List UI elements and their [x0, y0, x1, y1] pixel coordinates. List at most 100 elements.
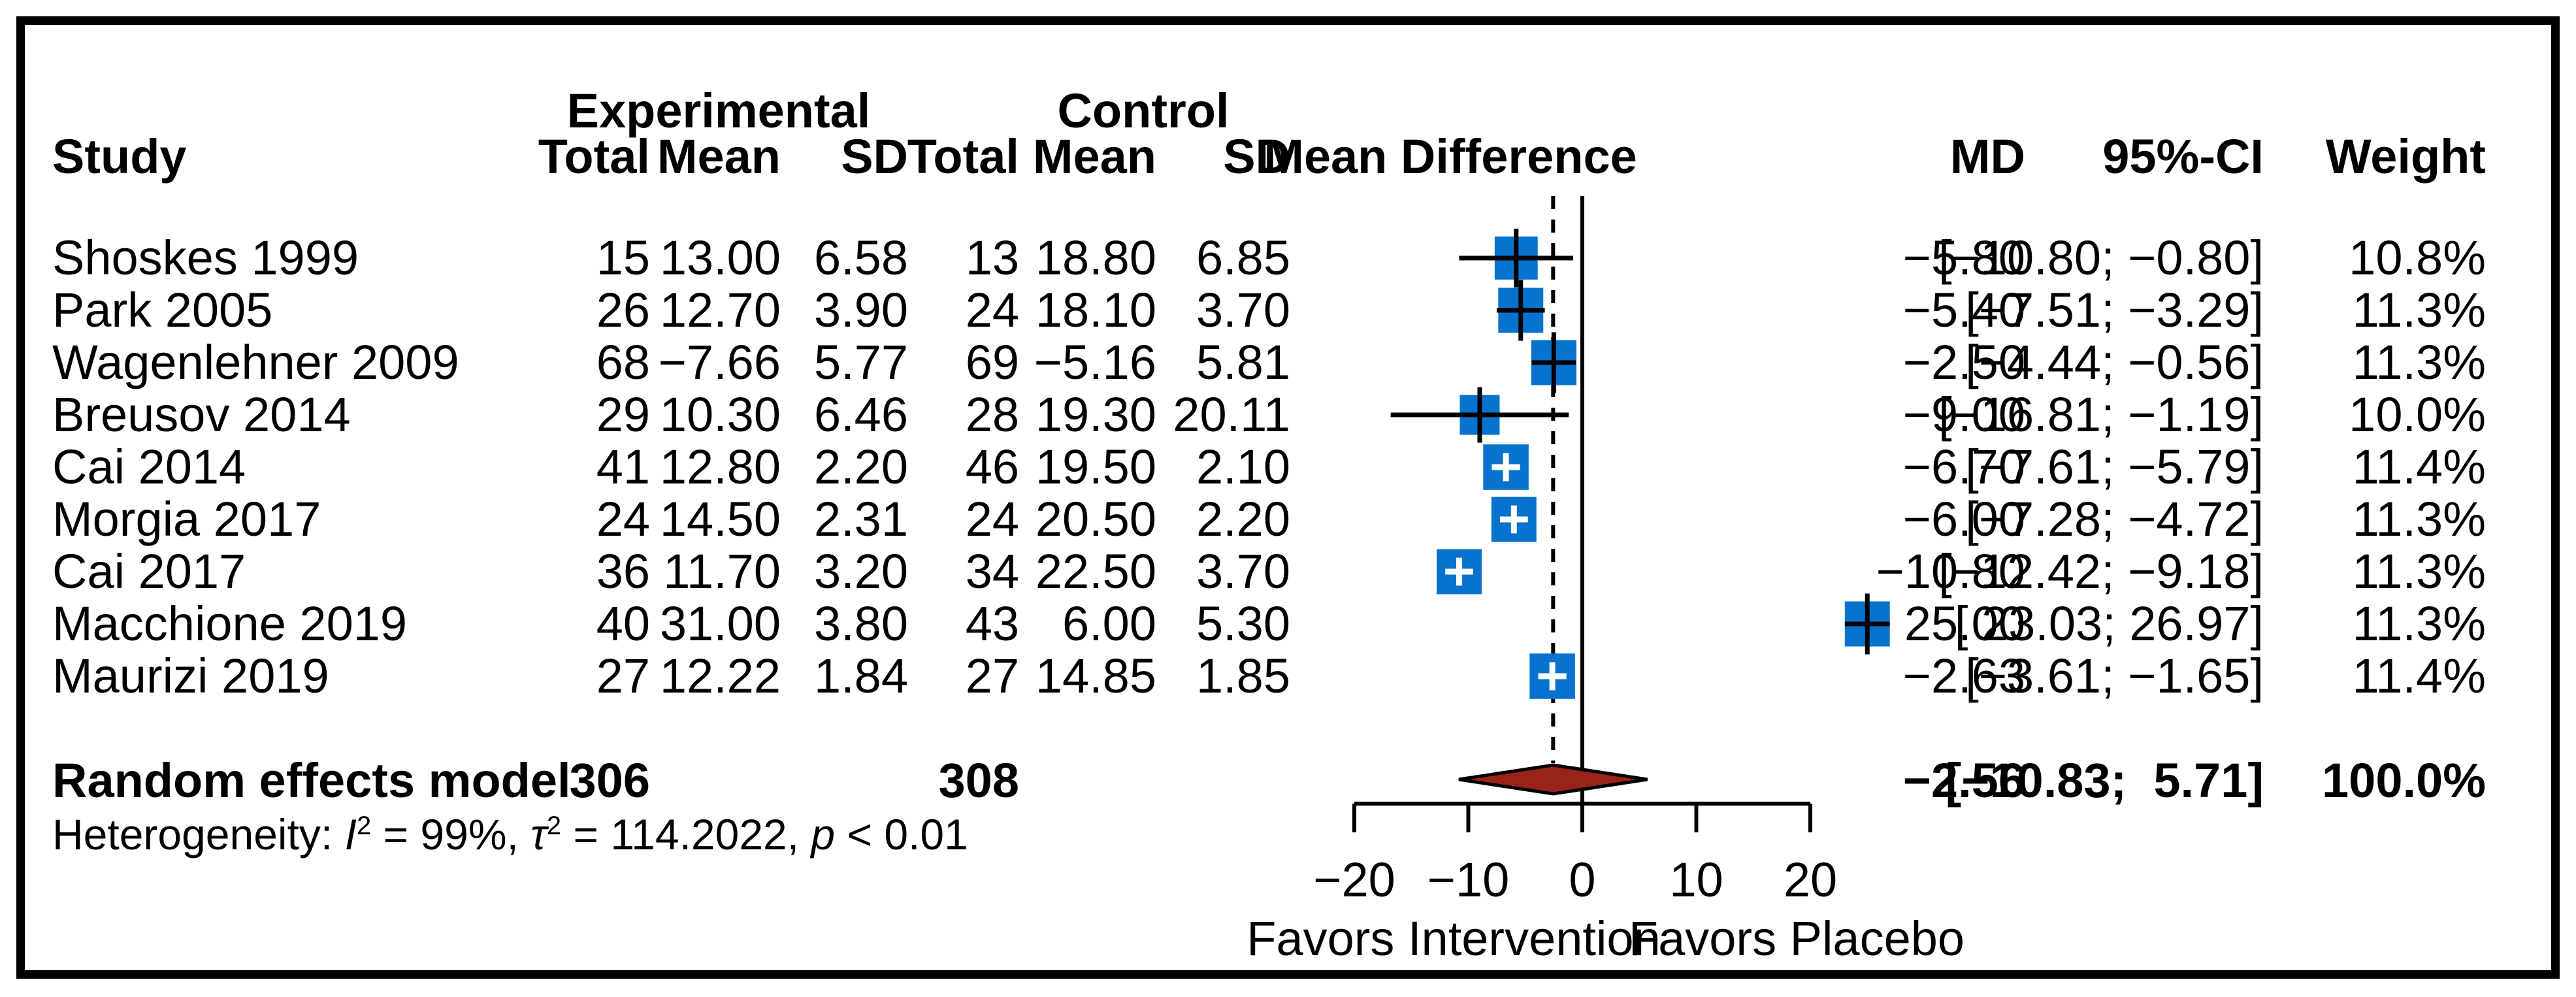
md-cell: −2.50	[1902, 335, 2025, 389]
exp-mean-cell: 10.30	[659, 387, 781, 442]
favors-intervention-label: Favors Intervention	[1247, 911, 1660, 966]
exp-mean-cell: 12.70	[659, 283, 781, 337]
header-ctl-total: Total	[907, 129, 1019, 184]
header-exp-mean: Mean	[657, 129, 781, 184]
pooled-label: Random effects model	[52, 753, 571, 808]
ctl-total-cell: 43	[965, 597, 1019, 651]
ci-cell: [−3.61; −1.65]	[1965, 649, 2264, 703]
ctl-mean-cell: 20.50	[1035, 492, 1156, 546]
superscript: 2	[546, 811, 562, 840]
header-exp-sd: SD	[841, 129, 908, 184]
exp-mean-cell: 12.22	[659, 649, 781, 703]
weight-cell: 11.3%	[2352, 335, 2486, 389]
exp-sd-cell: 6.46	[813, 387, 908, 442]
favors-placebo-label: Favors Placebo	[1629, 911, 1965, 966]
weight-cell: 11.3%	[2352, 597, 2486, 651]
md-cell: −2.63	[1902, 649, 2025, 703]
ctl-sd-cell: 1.85	[1196, 649, 1290, 703]
weight-cell: 11.3%	[2352, 544, 2486, 598]
exp-total-cell: 306	[569, 753, 650, 808]
weight-cell: 11.4%	[2352, 649, 2486, 703]
ctl-total-cell: 28	[965, 387, 1019, 442]
ci-cell: [−7.51; −3.29]	[1965, 283, 2264, 337]
ctl-total-cell: 34	[965, 544, 1019, 598]
ci-cell: [−4.44; −0.56]	[1965, 335, 2264, 389]
ctl-sd-cell: 5.30	[1196, 597, 1290, 651]
md-cell: −5.40	[1902, 283, 2025, 337]
md-cell: −6.70	[1902, 440, 2025, 494]
ctl-total-cell: 27	[965, 649, 1019, 703]
ctl-total-cell: 46	[965, 440, 1019, 494]
weight-cell: 10.0%	[2349, 387, 2486, 442]
ci-cell: [−7.28; −4.72]	[1965, 492, 2264, 546]
ctl-total-cell: 69	[965, 335, 1019, 389]
ctl-total-cell: 308	[938, 753, 1019, 808]
axis-tick-label: 10	[1669, 853, 1723, 907]
ci-cell: [ 23.03; 26.97]	[1954, 597, 2264, 651]
heterogeneity-text: τ	[530, 810, 547, 858]
header-ctl-mean: Mean	[1032, 129, 1156, 184]
ci-cell: [−12.42; −9.18]	[1938, 544, 2264, 598]
ctl-mean-cell: 19.50	[1035, 440, 1156, 494]
study-name: Cai 2014	[52, 440, 246, 494]
exp-total-cell: 27	[596, 649, 650, 703]
header-exp-total: Total	[538, 129, 650, 184]
ctl-mean-cell: 14.85	[1035, 649, 1156, 703]
frame-border	[16, 16, 2560, 979]
study-name: Park 2005	[52, 283, 273, 337]
ctl-mean-cell: 18.10	[1035, 283, 1156, 337]
exp-total-cell: 68	[596, 335, 650, 389]
exp-total-cell: 41	[596, 440, 650, 494]
ctl-mean-cell: 18.80	[1035, 231, 1156, 285]
ctl-sd-cell: 6.85	[1196, 231, 1290, 285]
heterogeneity-text: < 0.01	[835, 810, 968, 858]
heterogeneity-text: = 114.2022,	[561, 810, 811, 858]
ctl-sd-cell: 2.10	[1196, 440, 1290, 494]
ctl-mean-cell: 6.00	[1062, 597, 1156, 651]
heterogeneity-text: p	[811, 810, 836, 858]
study-name: Breusov 2014	[52, 387, 351, 442]
exp-total-cell: 26	[596, 283, 650, 337]
ctl-total-cell: 13	[965, 231, 1019, 285]
md-cell: −9.00	[1902, 387, 2025, 442]
ctl-sd-cell: 3.70	[1196, 283, 1290, 337]
ci-cell: [−10.80; −0.80]	[1938, 231, 2264, 285]
header-group-experimental: Experimental	[566, 84, 871, 138]
exp-sd-cell: 5.77	[813, 335, 908, 389]
exp-total-cell: 36	[596, 544, 650, 598]
exp-sd-cell: 2.31	[813, 492, 908, 546]
heterogeneity-text: I	[344, 810, 357, 858]
study-name: Shoskes 1999	[52, 231, 359, 285]
exp-sd-cell: 6.58	[813, 231, 908, 285]
ci-cell: [−10.83; 5.71]	[1945, 753, 2264, 808]
weight-cell: 100.0%	[2322, 753, 2486, 808]
study-name: Wagenlehner 2009	[52, 335, 459, 389]
ci-cell: [−16.81; −1.19]	[1938, 387, 2264, 442]
md-cell: −2.56	[1902, 753, 2025, 808]
exp-mean-cell: 31.00	[659, 597, 781, 651]
header-group-control: Control	[1057, 84, 1230, 138]
exp-sd-cell: 3.90	[813, 283, 908, 337]
header-ci: 95%-CI	[2102, 129, 2264, 184]
md-cell: −10.80	[1876, 544, 2025, 598]
study-name: Macchione 2019	[52, 597, 408, 651]
header-study: Study	[52, 129, 187, 184]
axis-tick-label: 20	[1784, 853, 1837, 907]
study-name: Morgia 2017	[52, 492, 321, 546]
axis-tick-label: −20	[1313, 853, 1395, 907]
axis-tick-label: −10	[1427, 853, 1510, 907]
heterogeneity-note: Heterogeneity: I2 = 99%, τ2 = 114.2022, …	[52, 805, 968, 864]
axis-tick-label: 0	[1569, 853, 1595, 907]
ctl-mean-cell: 19.30	[1035, 387, 1156, 442]
exp-total-cell: 24	[596, 492, 650, 546]
weight-cell: 11.3%	[2352, 283, 2486, 337]
ctl-mean-cell: 22.50	[1035, 544, 1156, 598]
exp-mean-cell: 14.50	[659, 492, 781, 546]
header-md: MD	[1949, 129, 2025, 184]
ci-cell: [−7.61; −5.79]	[1965, 440, 2264, 494]
exp-sd-cell: 3.80	[813, 597, 908, 651]
exp-mean-cell: 11.70	[663, 544, 781, 598]
exp-mean-cell: 13.00	[659, 231, 781, 285]
